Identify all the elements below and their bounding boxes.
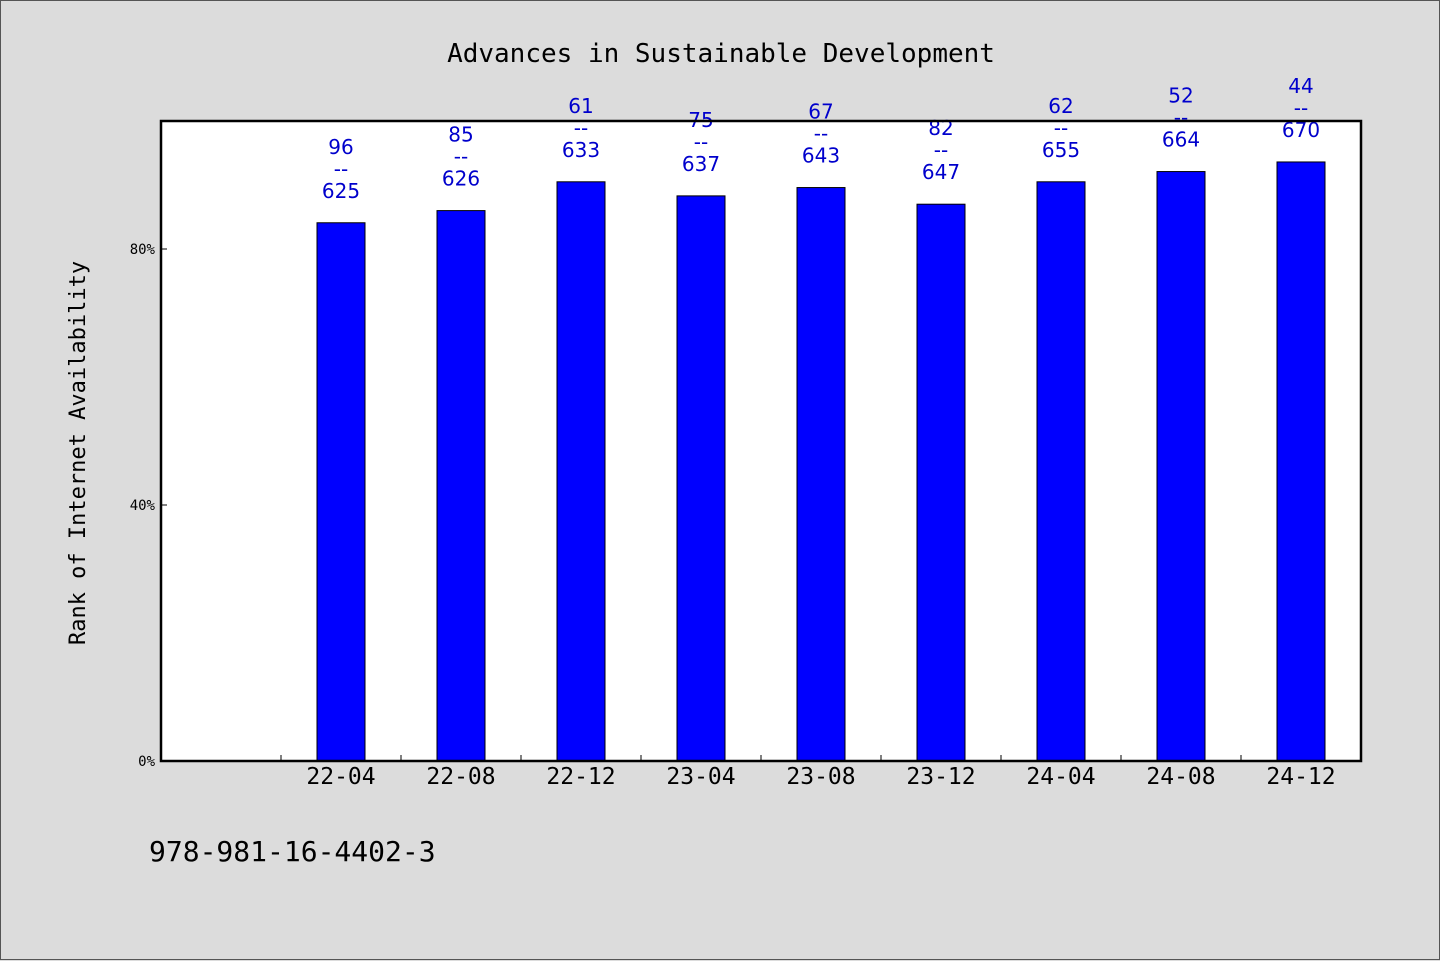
data-label-top: 85 xyxy=(448,123,473,147)
x-tick-label: 24-12 xyxy=(1266,764,1335,790)
data-label-top: 61 xyxy=(568,94,593,118)
data-label-bottom: 655 xyxy=(1042,138,1080,162)
x-tick-label: 23-08 xyxy=(786,764,855,790)
data-label-separator: -- xyxy=(814,122,828,146)
data-label-bottom: 625 xyxy=(322,179,360,203)
bar-22-12 xyxy=(556,181,606,762)
x-tick-label: 24-08 xyxy=(1146,764,1215,790)
data-label-separator: -- xyxy=(574,116,588,140)
data-label-separator: -- xyxy=(694,130,708,154)
data-label-bottom: 633 xyxy=(562,138,600,162)
data-label-separator: -- xyxy=(454,145,468,169)
y-tick-label: 40% xyxy=(130,498,156,514)
data-label-separator: -- xyxy=(1294,96,1308,120)
data-label-separator: -- xyxy=(1054,116,1068,140)
data-label-top: 67 xyxy=(808,100,833,124)
data-label-bottom: 643 xyxy=(802,144,840,168)
bar-23-12 xyxy=(916,203,966,762)
chart-title: Advances in Sustainable Development xyxy=(447,39,995,69)
plot-border xyxy=(159,119,1363,763)
y-ticks-group: 0% 40% 80% xyxy=(130,242,167,770)
data-label-separator: -- xyxy=(934,138,948,162)
y-tick-label: 80% xyxy=(130,242,156,258)
data-label-top: 52 xyxy=(1168,84,1193,108)
x-tick-label: 24-04 xyxy=(1026,764,1095,790)
x-tick-label: 22-04 xyxy=(306,764,375,790)
bar-24-08 xyxy=(1156,171,1206,762)
y-axis-label: Rank of Internet Availability xyxy=(66,261,91,645)
x-tick-label: 22-08 xyxy=(426,764,495,790)
data-label-bottom: 626 xyxy=(442,167,480,191)
data-label-bottom: 637 xyxy=(682,152,720,176)
bars-group xyxy=(316,161,1326,762)
bar-22-04 xyxy=(316,222,366,762)
data-label-separator: -- xyxy=(1174,106,1188,130)
isbn-footer: 978-981-16-4402-3 xyxy=(149,835,436,868)
data-label-bottom: 664 xyxy=(1162,128,1200,152)
x-tick-label: 23-12 xyxy=(906,764,975,790)
bar-23-04 xyxy=(676,195,726,762)
bar-23-08 xyxy=(796,187,846,762)
data-label-bottom: 647 xyxy=(922,160,960,184)
bar-22-08 xyxy=(436,210,486,762)
y-tick-label: 0% xyxy=(138,754,155,770)
data-label-top: 96 xyxy=(328,135,353,159)
data-label-separator: -- xyxy=(334,157,348,181)
x-tick-label: 23-04 xyxy=(666,764,735,790)
data-label-top: 62 xyxy=(1048,94,1073,118)
data-label-top: 44 xyxy=(1288,74,1313,98)
bar-24-04 xyxy=(1036,181,1086,762)
bar-24-12 xyxy=(1276,161,1326,762)
x-ticks-group: 22-04 22-08 22-12 23-04 23-08 23-12 24-04 24-08… xyxy=(280,755,1336,790)
x-tick-label: 22-12 xyxy=(546,764,615,790)
